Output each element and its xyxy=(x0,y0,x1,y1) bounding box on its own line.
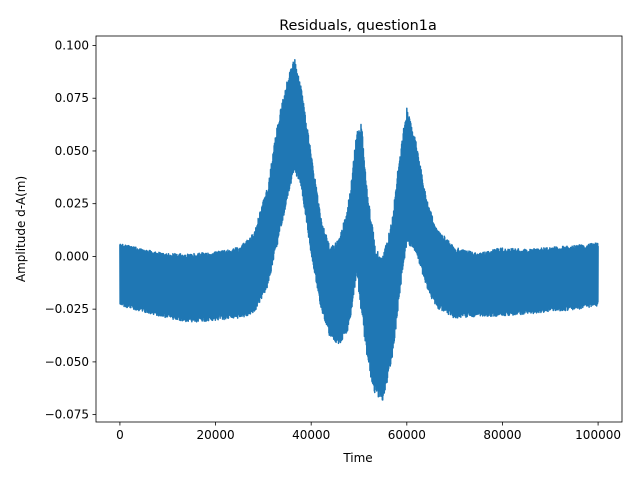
chart-title: Residuals, question1a xyxy=(279,18,437,34)
x-tick-label: 60000 xyxy=(388,428,426,442)
y-tick-label: 0.050 xyxy=(55,144,89,158)
x-axis-label: Time xyxy=(342,451,372,465)
y-axis-label: Amplitude d-A(m) xyxy=(14,176,28,282)
series-line-0 xyxy=(119,58,599,401)
y-tick-label: −0.075 xyxy=(45,408,89,422)
x-tick-label: 0 xyxy=(116,428,124,442)
y-tick-label: 0.025 xyxy=(55,197,89,211)
y-tick-label: −0.050 xyxy=(45,355,89,369)
plot-series-group xyxy=(119,58,599,401)
x-tick-label: 20000 xyxy=(196,428,234,442)
plot-frame xyxy=(95,35,623,423)
y-tick-label: 0.075 xyxy=(55,91,89,105)
x-axis: 0 20000 40000 60000 80000 100000 xyxy=(116,422,621,442)
x-tick-label: 80000 xyxy=(483,428,521,442)
y-axis: −0.075 −0.050 −0.025 0.000 0.025 0.050 0.075 0.… xyxy=(45,38,96,422)
y-tick-label: 0.000 xyxy=(55,249,89,263)
x-tick-label: 100000 xyxy=(575,428,621,442)
y-tick-label: 0.100 xyxy=(55,38,89,52)
y-tick-label: −0.025 xyxy=(45,302,89,316)
x-tick-label: 40000 xyxy=(292,428,330,442)
